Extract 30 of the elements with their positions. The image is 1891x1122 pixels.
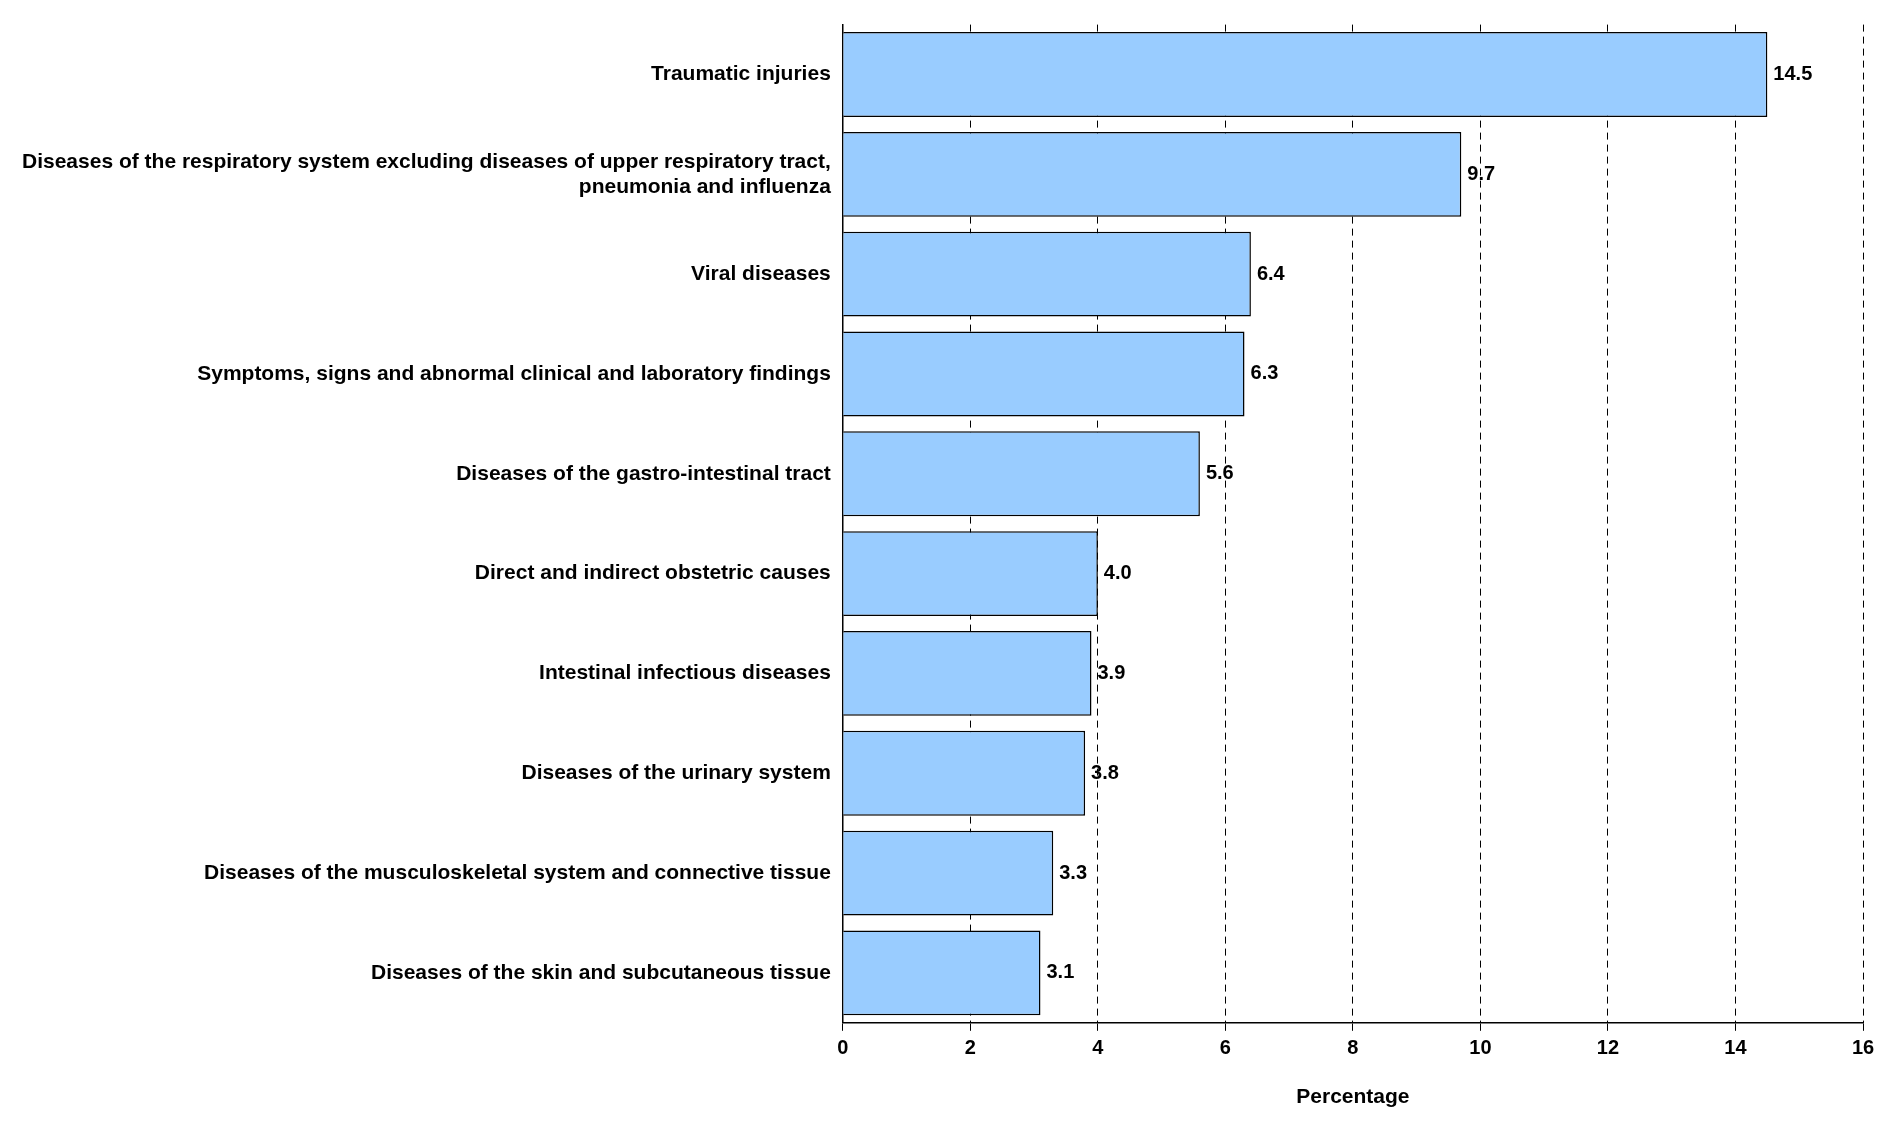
x-axis-title: Percentage xyxy=(1296,1084,1410,1108)
data-label: 4.0 xyxy=(1103,561,1132,584)
data-label: 3.8 xyxy=(1091,760,1119,783)
y-tick-label: Traumatic injuries xyxy=(651,61,831,85)
x-tick-label: 4 xyxy=(1092,1036,1105,1059)
x-tick-label: 10 xyxy=(1469,1036,1492,1059)
x-tick-label: 14 xyxy=(1724,1036,1748,1059)
y-tick-label: Diseases of the respiratory system excluding diseases of upper respiratory tract, pneumonia and influenza xyxy=(21,148,832,197)
data-label: 3.3 xyxy=(1059,860,1088,883)
y-tick-label: Viral diseases xyxy=(691,260,831,284)
data-label: 6.4 xyxy=(1256,261,1286,284)
data-label: 9.7 xyxy=(1467,161,1496,184)
x-tick-label: 8 xyxy=(1347,1036,1359,1059)
x-tick-label: 2 xyxy=(964,1036,976,1059)
data-label: 6.3 xyxy=(1250,361,1279,384)
data-label: 3.1 xyxy=(1046,960,1075,983)
y-tick-label: Diseases of the musculoskeletal system and connective tissue xyxy=(204,859,831,883)
data-label: 3.9 xyxy=(1097,660,1126,683)
x-tick-label: 6 xyxy=(1219,1036,1231,1059)
y-tick-label: Diseases of the skin and subcutaneous tissue xyxy=(371,959,831,983)
x-tick-label: 16 xyxy=(1851,1036,1875,1059)
data-label: 5.6 xyxy=(1205,461,1234,484)
y-tick-label: Diseases of the gastro-intestinal tract xyxy=(456,460,831,484)
x-tick-label: 0 xyxy=(837,1036,849,1059)
y-tick-label: Diseases of the urinary system xyxy=(521,760,831,784)
y-tick-label: Direct and indirect obstetric causes xyxy=(474,560,831,584)
y-tick-label: Intestinal infectious diseases xyxy=(539,660,831,684)
x-tick-label: 12 xyxy=(1596,1036,1620,1059)
data-label: 14.5 xyxy=(1773,62,1813,85)
y-tick-label: Symptoms, signs and abnormal clinical and laboratory findings xyxy=(197,360,831,384)
